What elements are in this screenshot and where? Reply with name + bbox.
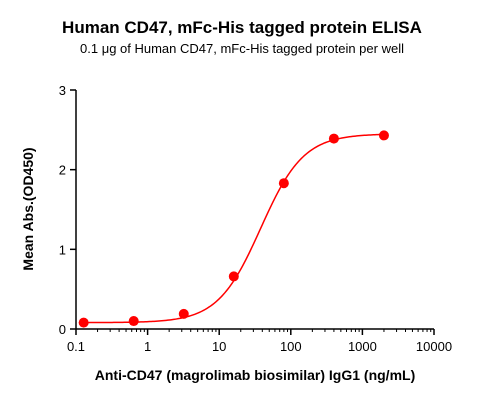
data-point xyxy=(128,316,139,327)
x-tick-label: 1 xyxy=(144,339,151,354)
x-tick-label: 10 xyxy=(212,339,226,354)
x-tick-label: 1000 xyxy=(348,339,377,354)
fit-curve xyxy=(83,133,384,324)
y-ticks: 0 1 2 3 xyxy=(59,83,76,337)
x-tick-label: 100 xyxy=(280,339,302,354)
y-axis-label: Mean Abs.(OD450) xyxy=(20,147,36,270)
chart-title: Human CD47, mFc-His tagged protein ELISA xyxy=(62,18,422,37)
y-tick-label: 3 xyxy=(59,83,66,98)
y-tick-label: 0 xyxy=(59,322,66,337)
data-point xyxy=(328,133,339,144)
data-point xyxy=(178,308,189,319)
data-point xyxy=(278,178,289,189)
axes xyxy=(75,90,434,330)
data-point xyxy=(78,317,89,328)
chart-subtitle: 0.1 μg of Human CD47, mFc-His tagged pro… xyxy=(80,41,404,56)
data-point xyxy=(378,130,389,141)
y-tick-label: 1 xyxy=(59,242,66,257)
x-axis-label: Anti-CD47 (magrolimab biosimilar) IgG1 (… xyxy=(95,367,415,383)
data-points xyxy=(78,130,389,328)
x-tick-label: 10000 xyxy=(416,339,452,354)
data-point xyxy=(228,271,239,282)
y-tick-label: 2 xyxy=(59,163,66,178)
x-tick-label: 0.1 xyxy=(67,339,85,354)
x-ticks: 0.1 1 10 100 1000 10000 xyxy=(67,329,452,354)
